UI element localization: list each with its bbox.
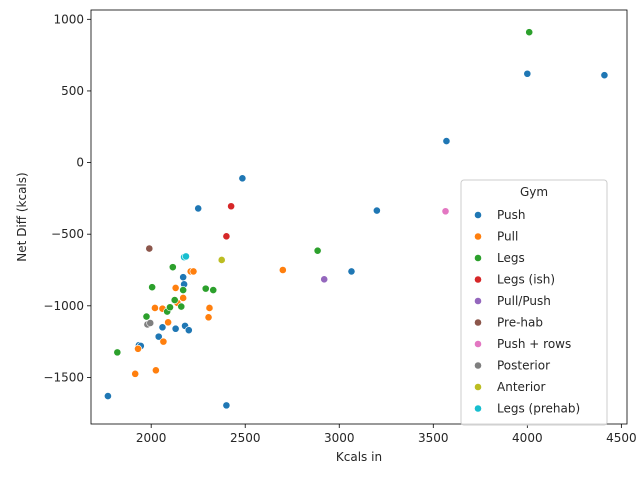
data-point	[159, 337, 168, 346]
data-point	[142, 312, 151, 321]
data-point	[168, 263, 177, 272]
data-point	[313, 246, 322, 255]
y-tick-label: −500	[51, 227, 84, 241]
legend: Gym Push Pull Legs Legs (ish) Pull/Push Pre-h…	[460, 179, 608, 426]
data-point	[151, 304, 159, 312]
legend-box	[460, 179, 608, 426]
x-tick-label: 4000	[512, 431, 543, 445]
x-axis: 2000 2500 3000 3500 4000 4500	[136, 424, 637, 445]
y-tick-label: −1000	[43, 299, 84, 313]
data-point	[131, 369, 140, 378]
data-point	[145, 244, 154, 253]
data-point	[523, 69, 532, 78]
legend-label: Push	[497, 208, 526, 222]
data-point	[179, 286, 188, 294]
x-tick-label: 3500	[418, 431, 449, 445]
data-point	[320, 275, 329, 284]
legend-marker	[474, 383, 482, 391]
data-point	[442, 137, 451, 145]
legend-marker	[474, 275, 482, 284]
legend-label: Legs	[497, 251, 525, 265]
x-axis-label: Kcals in	[336, 450, 382, 464]
data-point	[600, 71, 609, 80]
y-tick-label: 0	[76, 156, 84, 170]
data-point	[194, 204, 203, 213]
legend-label: Pull/Push	[497, 294, 551, 308]
data-point	[113, 348, 122, 357]
data-point	[148, 283, 157, 292]
legend-label: Pull	[497, 230, 518, 244]
data-point	[154, 332, 163, 341]
legend-marker	[474, 340, 482, 348]
y-axis: −1500 −1000 −500 0 500 1000	[43, 12, 91, 384]
data-point	[372, 206, 381, 215]
data-point	[182, 252, 190, 261]
plot-frame	[90, 9, 628, 425]
legend-marker	[474, 232, 482, 241]
data-point	[177, 302, 186, 311]
y-axis-label: Net Diff (kcals)	[15, 172, 29, 261]
data-point	[166, 303, 174, 312]
data-point	[205, 304, 214, 312]
data-point	[158, 323, 167, 332]
legend-marker	[474, 361, 482, 370]
data-point	[184, 326, 193, 335]
legend-label: Push + rows	[497, 337, 571, 351]
legend-label: Legs (ish)	[497, 273, 555, 287]
data-point	[222, 232, 231, 241]
data-point	[134, 344, 142, 353]
data-point	[179, 294, 188, 302]
legend-label: Anterior	[497, 380, 546, 394]
data-point	[179, 273, 188, 282]
data-point	[189, 267, 198, 276]
data-point	[238, 174, 247, 183]
legend-items: Push Pull Legs Legs (ish) Pull/Push Pre-hab Pu…	[474, 208, 580, 416]
data-point	[222, 401, 231, 410]
y-tick-label: −1500	[43, 370, 84, 384]
x-tick-label: 2000	[136, 431, 167, 445]
data-point	[278, 266, 287, 274]
legend-marker	[474, 318, 482, 327]
legend-label: Legs (prehab)	[497, 402, 580, 416]
data-point	[204, 313, 213, 322]
data-point	[104, 392, 112, 400]
y-tick-label: 500	[61, 84, 84, 98]
legend-label: Pre-hab	[497, 316, 543, 330]
legend-title: Gym	[520, 185, 548, 199]
x-tick-label: 4500	[606, 431, 637, 445]
x-tick-label: 2500	[230, 431, 261, 445]
data-point	[441, 207, 450, 216]
data-point	[201, 284, 210, 293]
data-point	[217, 256, 226, 264]
data-point	[146, 319, 155, 327]
data-point	[347, 267, 356, 276]
x-tick-label: 3000	[324, 431, 355, 445]
data-point	[171, 284, 180, 292]
data-point	[151, 366, 160, 375]
data-point	[171, 324, 180, 333]
legend-marker	[474, 254, 482, 262]
legend-marker	[474, 211, 482, 219]
data-point	[227, 202, 236, 211]
data-point	[170, 296, 179, 304]
data-point	[525, 28, 534, 37]
data-point	[164, 318, 173, 327]
y-tick-label: 1000	[53, 12, 84, 26]
points-layer	[104, 28, 609, 410]
data-point	[209, 286, 218, 294]
legend-label: Posterior	[497, 359, 550, 373]
legend-marker	[474, 404, 482, 413]
legend-marker	[474, 297, 482, 305]
